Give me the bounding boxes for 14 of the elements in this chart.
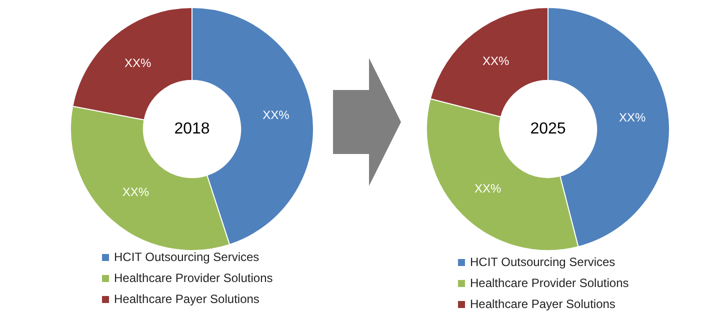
text: 2018 <box>174 120 210 138</box>
data-label: XX% <box>122 185 150 200</box>
data-label: XX% <box>482 54 510 68</box>
legend-label: HCIT Outsourcing Services <box>113 249 260 266</box>
legend-label: Healthcare Payer Solutions <box>113 291 260 308</box>
data-label: XX% <box>619 110 646 125</box>
legend-label: Healthcare Provider Solutions <box>113 270 273 287</box>
legend-label: Healthcare Provider Solutions <box>469 275 629 292</box>
legend-label: Healthcare Payer Solutions <box>469 296 616 313</box>
data-label: XX% <box>124 56 152 70</box>
legend-label: HCIT Outsourcing Services <box>469 254 616 271</box>
data-label: XX% <box>262 108 290 122</box>
data-label: XX% <box>474 181 502 196</box>
text: 2025 <box>530 120 566 138</box>
